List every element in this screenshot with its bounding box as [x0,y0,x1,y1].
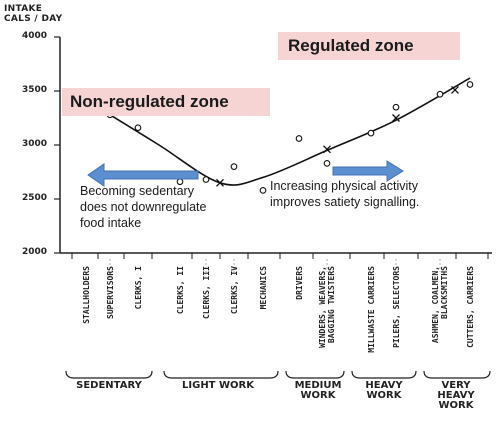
group-bracket [65,370,153,379]
category-label: WINDERS, WEAVERS, BAGGING TWISTERS [318,266,336,348]
regulated-zone-label: Regulated zone [278,32,460,60]
group-label-line: HEAVY [437,390,475,401]
data-point-cross [451,85,459,94]
category-label: ASHMEN, COALMEN, BLACKSMITHS [431,266,449,344]
category-label: MECHANICS [258,266,268,310]
group-label-line: HEAVY [365,380,403,391]
activity-note-line: improves satiety signalling. [270,195,420,209]
data-point-circle [392,103,400,111]
group-label: SEDENTARY [69,381,149,391]
data-point-cross [392,114,400,122]
category-label: DRIVERS [294,266,304,300]
category-label: MILLWASTE CARRIERS [366,266,376,353]
group-label-line: WORK [438,400,474,411]
cross-stroke [451,85,459,94]
data-point-cross [216,178,224,187]
group-label-line: SEDENTARY [76,380,142,391]
sedentary-note-line: Becoming sedentary [80,184,194,198]
data-point-circle [230,163,238,170]
data-point-circle [436,90,444,98]
non-regulated-zone-label: Non-regulated zone [62,88,270,116]
category-label: CLERKS, III [201,266,211,319]
y-axis-title-line2: CALS / DAY [4,14,63,24]
y-tick-label: 3000 [22,139,48,149]
y-axis-title: INTAKE CALS / DAY [4,4,62,24]
group-label-line: MEDIUM [294,380,342,391]
group-bracket [163,370,279,379]
activity-note: Increasing physical activity improves sa… [270,178,470,210]
data-point-circle [323,160,331,167]
group-bracket [351,370,417,379]
sedentary-note: Becoming sedentary does not downregulate… [80,183,240,231]
data-point-circle [134,124,142,132]
cross-stroke [216,178,224,187]
group-label: LIGHT WORK [178,381,258,391]
data-point-circle [367,129,375,137]
cross-stroke [392,114,400,122]
group-bracket [423,370,491,379]
group-label-line: VERY [441,380,471,391]
data-point-circle [466,81,474,88]
category-label: STALLHOLDERS [81,266,91,324]
group-label: MEDIUM WORK [278,381,358,401]
group-label-line: WORK [366,390,402,401]
group-bracket [285,370,345,379]
category-label: SUPERVISORS [105,266,115,319]
category-label: CLERKS, IV [229,266,239,315]
group-label-line: WORK [300,390,336,401]
group-label: VERY HEAVY WORK [416,381,496,411]
category-label: CLERKS, II [175,266,185,315]
cross-stroke [323,145,331,154]
y-tick-label: 4000 [22,31,48,41]
group-label-line: LIGHT WORK [182,380,254,391]
category-label: PILERS, SELECTORS [391,266,401,348]
sedentary-note-line: food intake [80,216,142,230]
data-point-circle [202,176,210,183]
data-point-cross [323,145,331,154]
activity-note-line: Increasing physical activity [270,179,418,193]
sedentary-note-line: does not downregulate [80,200,207,214]
left-arrow [87,163,199,187]
group-label: HEAVY WORK [344,381,424,401]
y-tick-label: 2000 [22,247,48,257]
y-axis-title-line1: INTAKE [4,4,43,14]
right-arrow [332,160,404,182]
data-point-circle [295,135,303,142]
category-label: CUTTERS, CARRIERS [465,266,475,348]
data-point-circle [259,187,267,194]
y-tick-label: 3500 [22,85,48,95]
y-tick-label: 2500 [22,193,48,203]
category-label: CLERKS, I [133,266,143,310]
